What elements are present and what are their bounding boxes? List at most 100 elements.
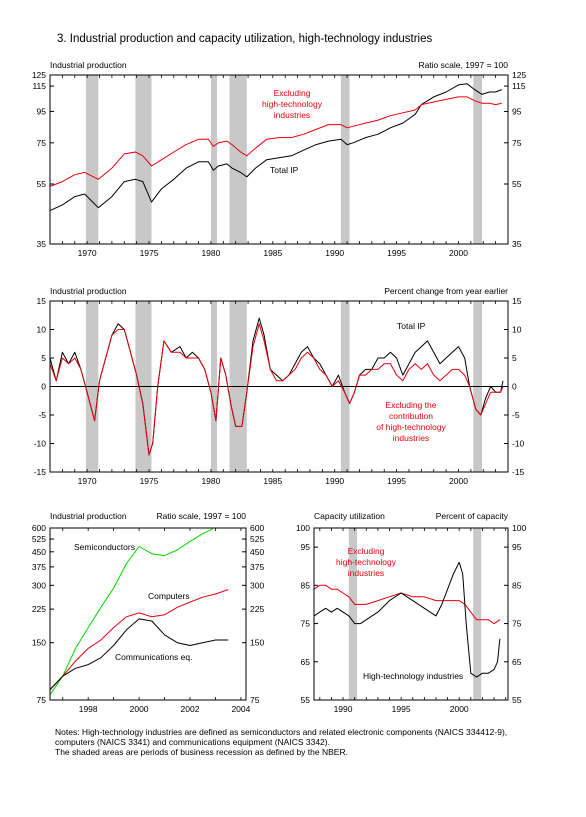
series-label-excl-contrib-4: industries (393, 433, 429, 443)
capacity-series-line-0 (313, 584, 501, 625)
ip-hightech-ytick-label-right: 225 (250, 604, 264, 614)
ip-levels-ytick-label-left: 35 (37, 239, 47, 249)
ip-levels-xtick-label: 1985 (263, 248, 282, 258)
ip-change-ytick-label-left: 0 (41, 382, 46, 392)
panel-ip-levels-recessions (85, 75, 483, 244)
ip-change-xtick-label: 1980 (201, 476, 220, 486)
panel-ip-levels-lines (49, 83, 502, 212)
ip-change-xtick-label: 1995 (387, 476, 406, 486)
ip-levels-xtick-label: 1980 (201, 248, 220, 258)
ip-change-xtick-label: 2000 (449, 476, 468, 486)
panel-ip-change-frame (49, 300, 509, 473)
ip-hightech-ytick-label-right: 525 (250, 534, 264, 544)
capacity-ytick-label-right: 75 (512, 619, 522, 629)
ip-levels-recession-band (473, 75, 483, 244)
panel-ip-levels-scale-note: Ratio scale, 1997 = 100 (418, 60, 508, 70)
ip-change-ytick-label-left: 5 (41, 353, 46, 363)
ip-hightech-ytick-label-right: 150 (250, 638, 264, 648)
ip-levels-recession-band (135, 75, 152, 244)
series-label-total-ip-change: Total IP (397, 321, 426, 331)
series-label-excluding-hightech-2: high-technology (262, 99, 323, 109)
panel-ip-change-scale-note: Percent change from year earlier (384, 286, 508, 296)
ip-change-ytick-label-left: -10 (34, 439, 47, 449)
series-label-computers: Computers (148, 591, 190, 601)
capacity-ytick-label-right: 95 (512, 542, 522, 552)
panel-capacity-title: Capacity utilization (314, 511, 385, 521)
panel-ip-hightech: Industrial production Ratio scale, 1997 … (32, 511, 265, 714)
ip-change-ytick-label-right: -10 (512, 439, 525, 449)
ip-hightech-series-line-1 (49, 589, 229, 690)
capacity-ytick-label-left: 95 (301, 542, 311, 552)
ip-levels-xtick-label: 1995 (387, 248, 406, 258)
panel-ip-change-ticks: -15 -15 -10 -10 -5 -5 0 0 5 5 10 10 15 15 1970 1975 1980… (34, 296, 525, 486)
capacity-recession-band (473, 528, 482, 700)
panel-capacity-recessions (348, 528, 482, 700)
ip-levels-ytick-label-left: 95 (37, 106, 47, 116)
panel-ip-change-title: Industrial production (50, 286, 127, 296)
notes-line-3: The shaded areas are periods of business… (55, 747, 348, 757)
ip-hightech-ytick-label-left: 600 (32, 523, 46, 533)
series-label-excl-contrib-1: Excluding the (385, 400, 436, 410)
panel-capacity-frame (313, 527, 509, 701)
ip-levels-ytick-label-right: 35 (512, 239, 522, 249)
series-label-excluding-hightech-1: Excluding (274, 88, 311, 98)
ip-levels-xtick-label: 2000 (449, 248, 468, 258)
ip-hightech-ytick-label-right: 300 (250, 580, 264, 590)
panel-ip-hightech-title: Industrial production (50, 511, 127, 521)
ip-hightech-ytick-label-left: 300 (32, 580, 46, 590)
series-label-cu-hightech: High-technology industries (363, 671, 463, 681)
ip-change-ytick-label-right: 15 (512, 296, 522, 306)
ip-levels-ytick-label-right: 75 (512, 138, 522, 148)
capacity-ytick-label-left: 55 (301, 695, 311, 705)
panel-ip-hightech-frame (49, 527, 247, 701)
ip-levels-series-line-1 (49, 96, 502, 187)
capacity-series-line-1 (313, 561, 501, 678)
ip-levels-xtick-label: 1970 (78, 248, 97, 258)
ip-levels-recession-band (340, 75, 350, 244)
ip-hightech-series-line-0 (49, 528, 214, 695)
ip-levels-ytick-label-left: 125 (32, 70, 46, 80)
ip-hightech-ytick-label-right: 75 (250, 695, 260, 705)
ip-levels-ytick-label-right: 125 (512, 70, 526, 80)
panel-ip-change: Industrial production Percent change fro… (34, 286, 525, 486)
ip-levels-ytick-label-right: 95 (512, 106, 522, 116)
ip-hightech-ytick-label-left: 375 (32, 562, 46, 572)
panel-ip-levels: Industrial production Ratio scale, 1997 … (32, 60, 527, 258)
ip-change-ytick-label-right: 5 (512, 353, 517, 363)
panel-ip-hightech-scale-note: Ratio scale, 1997 = 100 (156, 511, 246, 521)
ip-levels-xtick-label: 1990 (325, 248, 344, 258)
ip-change-xtick-label: 1970 (78, 476, 97, 486)
series-label-excl-contrib-2: contribution (389, 411, 433, 421)
panel-capacity-scale-note: Percent of capacity (436, 511, 509, 521)
panel-ip-hightech-ticks: 75 75 150 150 225 225 300 300 375 375 450 450 525 525… (32, 523, 265, 714)
panel-ip-hightech-lines (49, 528, 229, 695)
ip-change-ytick-label-right: -15 (512, 467, 525, 477)
ip-hightech-ytick-label-left: 450 (32, 547, 46, 557)
ip-change-xtick-label: 1975 (140, 476, 159, 486)
ip-levels-series-line-0 (49, 83, 502, 212)
panel-capacity-ticks: 55 55 65 65 75 75 85 85 95 95 100 100 1990 1995 2000 (296, 523, 527, 714)
ip-hightech-ytick-label-left: 525 (32, 534, 46, 544)
ip-change-ytick-label-right: 0 (512, 382, 517, 392)
ip-change-ytick-label-left: 15 (37, 296, 47, 306)
capacity-ytick-label-right: 100 (512, 523, 526, 533)
ip-change-ytick-label-left: -5 (38, 410, 46, 420)
capacity-ytick-label-left: 65 (301, 657, 311, 667)
capacity-ytick-label-left: 85 (301, 580, 311, 590)
capacity-ytick-label-left: 100 (296, 523, 310, 533)
capacity-xtick-label: 2000 (450, 704, 469, 714)
ip-hightech-ytick-label-left: 225 (32, 604, 46, 614)
panel-ip-levels-title: Industrial production (50, 60, 127, 70)
capacity-xtick-label: 1990 (334, 704, 353, 714)
notes-line-1: Notes: High-technology industries are de… (55, 727, 508, 737)
ip-hightech-ytick-label-right: 375 (250, 562, 264, 572)
ip-hightech-series-line-2 (49, 618, 229, 690)
ip-levels-ytick-label-left: 75 (37, 138, 47, 148)
ip-hightech-ytick-label-left: 150 (32, 638, 46, 648)
ip-levels-recession-band (229, 75, 247, 244)
ip-change-xtick-label: 1990 (325, 476, 344, 486)
ip-levels-recession-band (85, 75, 99, 244)
capacity-recession-band (348, 528, 357, 700)
